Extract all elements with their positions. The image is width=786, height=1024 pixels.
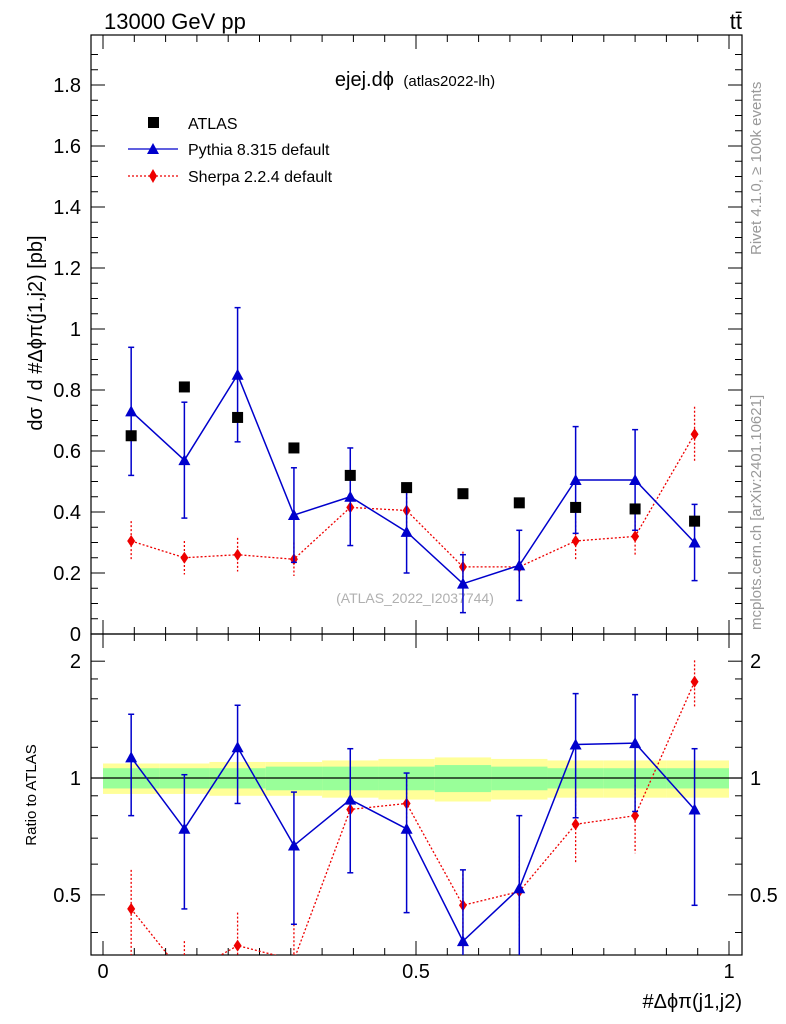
pythia-point [456,577,469,589]
ratio-series [125,660,701,981]
watermark: (ATLAS_2022_I2037744) [336,590,494,606]
legend-atlas-marker [148,117,159,128]
atlas-point [232,411,244,423]
atlas-point [629,503,641,515]
ratio-y-tick-label-right: 1 [750,768,761,790]
x-axis-label: #Δϕπ(j1,j2) [643,991,743,1013]
atlas-point [570,501,582,513]
atlas-point [344,469,356,481]
process-label: tt̄ [730,9,742,34]
pythia-ratio-point [688,803,701,815]
sherpa-point [127,534,136,547]
main-y-tick-label: 1.6 [53,136,81,158]
pythia-ratio-point [287,839,300,851]
plot-title-main: ejej.dϕ [335,69,394,91]
sherpa-ratio-point [571,818,580,831]
pythia-point [400,525,413,537]
legend-sherpa-marker [149,169,157,183]
ratio-y-tick-label: 1 [70,768,81,790]
sherpa-ratio-point [690,675,699,688]
pythia-ratio-point [629,737,642,749]
main-y-tick-label: 0.2 [53,563,81,585]
pythia-point [287,509,300,521]
legend-pythia-label: Pythia 8.315 default [188,142,330,159]
main-y-tick-label: 1.2 [53,258,81,280]
pythia-point [688,536,701,548]
ratio-y-tick-label-right: 2 [750,651,761,673]
sherpa-point [571,534,580,547]
pythia-point [125,405,138,417]
main-y-tick-label: 1 [70,319,81,341]
atlas-point [125,430,137,442]
sherpa-point [233,548,242,561]
energy-label: 13000 GeV pp [104,9,246,34]
sherpa-point [180,551,189,564]
sherpa-point [690,428,699,441]
side-label-top: Rivet 4.1.0, ≥ 100k events [748,82,765,255]
pythia-ratio-point [178,822,191,834]
legend-pythia-marker [147,143,159,154]
sherpa-line [130,433,696,568]
atlas-point [401,482,413,494]
sherpa-ratio-line [130,681,696,955]
legend: ATLAS Pythia 8.315 default Sherpa 2.2.4 … [128,116,333,186]
pythia-ratio-point [344,793,357,805]
pythia-ratio-point [513,882,526,894]
main-y-tick-label: 0 [70,624,81,646]
pythia-point [629,473,642,485]
ratio-y-tick-label-right: 0.5 [750,885,778,907]
pythia-ratio-point [400,822,413,834]
legend-atlas-label: ATLAS [188,116,238,133]
atlas-point [513,497,525,509]
pythia-ratio-point [456,935,469,947]
main-y-tick-label: 0.8 [53,380,81,402]
legend-sherpa-label: Sherpa 2.2.4 default [188,169,333,186]
pythia-point [178,454,191,466]
sherpa-ratio-point [233,939,242,952]
sherpa-point [631,530,640,543]
pythia-point [231,368,244,380]
x-tick-label: 1 [723,961,734,983]
sherpa-ratio-point [293,953,295,955]
pythia-ratio-point [569,738,582,750]
atlas-point [689,515,701,527]
side-label-bottom: mcplots.cern.ch [arXiv:2401.10621] [748,395,765,630]
plot-title: ejej.dϕ (atlas2022-lh) [335,69,495,91]
main-y-tick-label: 0.4 [53,502,81,524]
atlas-point [288,442,300,454]
pythia-ratio-point [125,751,138,763]
sherpa-ratio-point [127,902,136,915]
ratio-frame: 0 0.5 1 0.5 0.5 1 1 2 2 [53,633,778,983]
main-series [125,306,701,614]
main-y-tick-label: 1.4 [53,197,81,219]
pythia-ratio-point [231,741,244,753]
main-y-tick-label: 1.8 [53,75,81,97]
pythia-line [130,373,696,585]
atlas-point [457,488,469,500]
pythia-point [344,490,357,502]
x-tick-label: 0 [97,961,108,983]
sherpa-ratio-point [180,969,188,981]
y-axis-label-ratio: Ratio to ATLAS [23,744,40,845]
sherpa-ratio-point [631,809,640,822]
x-tick-label: 0.5 [402,961,430,983]
main-y-tick-label: 0.6 [53,441,81,463]
y-axis-label-main: dσ / d #Δϕπ(j1,j2) [pb] [25,235,47,430]
ratio-y-tick-label: 0.5 [53,885,81,907]
plot-title-sub: (atlas2022-lh) [403,73,495,90]
atlas-point [178,381,190,393]
main-frame: 0 0.2 0.4 0.6 0.8 1 1.2 1.4 1.6 1.8 [53,34,743,646]
pythia-point [569,473,582,485]
ratio-clipped-group [125,660,701,981]
ratio-y-tick-label: 2 [70,651,81,673]
pythia-point [513,559,526,571]
